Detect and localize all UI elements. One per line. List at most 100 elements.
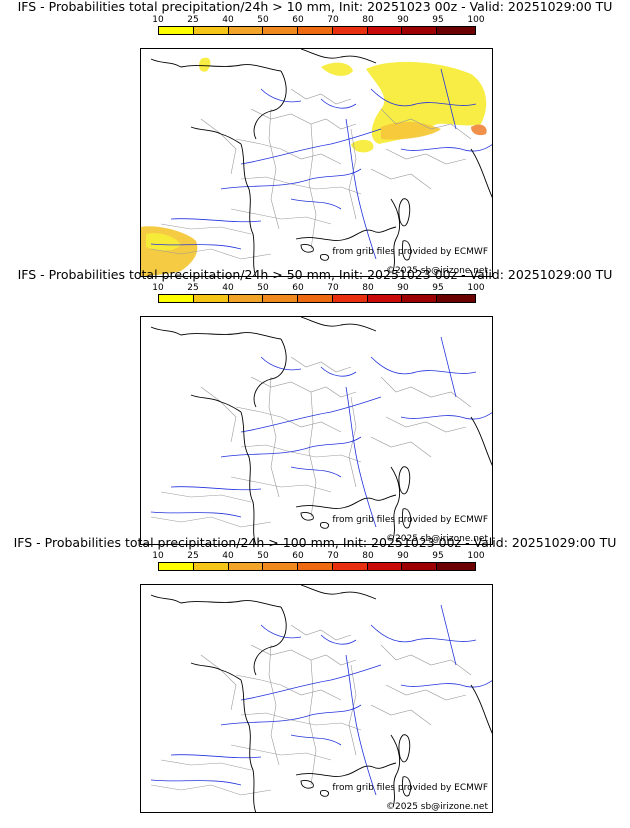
forecast-panel-1: IFS - Probabilities total precipitation/…: [0, 0, 630, 277]
river-line: [150, 243, 242, 250]
border-line: [380, 376, 472, 408]
river-line: [220, 436, 362, 458]
river-line: [240, 664, 382, 701]
coast-line: [390, 466, 401, 540]
river-line: [150, 779, 242, 786]
copyright-credit: ©2025 sb@irizone.net: [386, 802, 488, 812]
legend-swatch: [298, 295, 333, 302]
rivers: [150, 68, 492, 260]
legend-swatch: [193, 27, 229, 34]
map-frame: from grib files provided by ECMWF ©2025 …: [140, 48, 493, 277]
legend-swatch: [298, 27, 333, 34]
river-line: [400, 144, 492, 152]
legend-tick-50: 50: [257, 283, 269, 293]
river-line: [370, 624, 477, 643]
legend-tick-labels: 10 25 40 50 60 70 80 90 95 100: [152, 283, 484, 293]
balearic-island: [300, 244, 314, 253]
river-line: [345, 118, 377, 260]
legend-tick-60: 60: [292, 551, 304, 561]
sardinia-island: [402, 508, 412, 529]
river-line: [320, 366, 357, 377]
legend-tick-80: 80: [362, 551, 374, 561]
river-line: [320, 98, 357, 109]
legend-tick-60: 60: [292, 15, 304, 25]
legend-colorbar: [158, 26, 476, 35]
legend-swatch: [437, 295, 475, 302]
border-line: [235, 406, 342, 433]
border-line: [160, 223, 252, 235]
legend-tick-50: 50: [257, 551, 269, 561]
border-line: [348, 128, 357, 220]
coast-line: [150, 594, 182, 604]
coast-line: [295, 494, 397, 509]
admin-borders: [150, 88, 472, 260]
admin-borders: [150, 356, 472, 528]
border-line: [200, 654, 237, 711]
coast-line: [295, 226, 397, 241]
coast-line: [190, 126, 242, 145]
legend-swatch: [159, 563, 194, 570]
coast-line: [190, 662, 242, 681]
sardinia-island: [402, 776, 412, 797]
legend-swatch: [159, 295, 194, 302]
river-line: [240, 128, 382, 165]
legend-tick-100: 100: [467, 15, 485, 25]
admin-borders: [150, 624, 472, 796]
france-map: [150, 317, 492, 544]
border-line: [235, 138, 342, 165]
coastlines: [150, 585, 492, 812]
border-line: [230, 208, 332, 225]
precip-area: [351, 139, 374, 153]
legend-tick-40: 40: [222, 283, 234, 293]
precip-area: [471, 124, 487, 136]
coast-line: [253, 606, 287, 676]
legend-tick-50: 50: [257, 15, 269, 25]
copyright-credit: ©2025 sb@irizone.net: [386, 534, 488, 544]
forecast-panel-2: IFS - Probabilities total precipitation/…: [0, 268, 630, 545]
border-line: [370, 168, 432, 190]
coast-line: [300, 317, 377, 332]
coast-line: [180, 64, 282, 72]
precip-area: [146, 233, 181, 251]
border-line: [380, 108, 472, 140]
coast-line: [150, 326, 182, 336]
coastlines: [150, 317, 492, 544]
coastlines: [150, 49, 492, 276]
legend-swatch: [402, 27, 438, 34]
legend-tick-80: 80: [362, 15, 374, 25]
border-line: [380, 644, 472, 676]
legend-tick-100: 100: [467, 283, 485, 293]
balearic-island: [300, 512, 314, 521]
border-line: [348, 664, 357, 756]
legend-tick-25: 25: [187, 551, 199, 561]
river-line: [260, 356, 302, 371]
coast-line: [470, 416, 492, 466]
balearic-island: [320, 522, 330, 529]
border-line: [268, 376, 280, 498]
border-line: [385, 684, 467, 701]
border-line: [370, 704, 432, 726]
coast-line: [253, 70, 287, 140]
sardinia-island: [402, 240, 412, 261]
border-line: [150, 784, 272, 796]
legend-tick-95: 95: [432, 15, 444, 25]
coast-line: [240, 143, 257, 276]
border-line: [240, 176, 362, 195]
data-source-credit: from grib files provided by ECMWF: [332, 515, 488, 525]
river-line: [400, 412, 492, 420]
france-map: [141, 49, 492, 276]
legend-swatch: [437, 563, 475, 570]
coast-line: [470, 684, 492, 734]
border-line: [385, 148, 467, 165]
legend-tick-40: 40: [222, 15, 234, 25]
balearic-island: [300, 780, 314, 789]
coast-line: [150, 58, 182, 68]
data-source-credit: from grib files provided by ECMWF: [332, 783, 488, 793]
river-line: [290, 466, 342, 478]
legend-swatch: [193, 295, 229, 302]
legend-swatch: [263, 27, 299, 34]
precip-probability-areas: [141, 57, 487, 276]
border-line: [308, 391, 317, 518]
legend-tick-95: 95: [432, 283, 444, 293]
probability-legend: 10 25 40 50 60 70 80 90 95 100: [152, 551, 485, 571]
